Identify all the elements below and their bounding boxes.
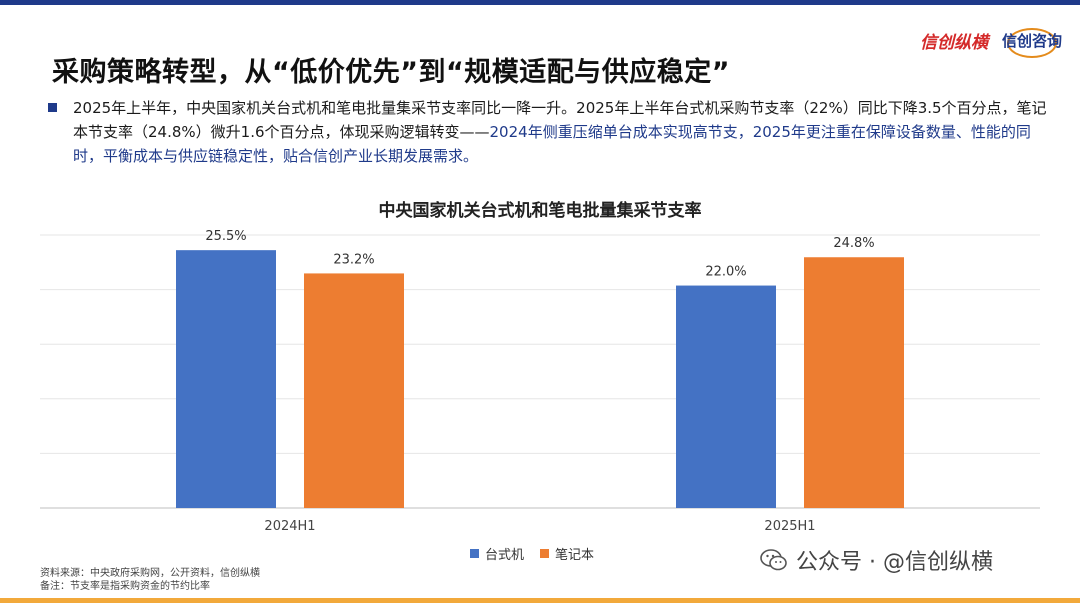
data-label-2024H1-台式机: 25.5%	[205, 229, 246, 244]
summary-text-highlight: 2024年侧重压缩单台成本实现高节支，2025年更注重在保障设备数量、性能的同时…	[73, 123, 1031, 165]
bullet-square-icon	[48, 103, 57, 112]
legend-swatch-desktop	[470, 549, 479, 558]
chart-labels: 25.5% 23.2% 2024H1 22.0% 24.8% 2025H1	[205, 229, 874, 534]
footnotes: 资料来源：中央政府采购网，公开资料，信创纵横 备注：节支率是指采购资金的节约比率	[40, 567, 260, 593]
data-label-2025H1-台式机: 22.0%	[705, 265, 746, 280]
data-label-2024H1-笔记本: 23.2%	[333, 252, 374, 267]
top-accent-bar	[0, 0, 1080, 5]
wechat-icon	[760, 549, 787, 571]
bar-2024H1-台式机	[176, 250, 276, 508]
summary-text: 2025年上半年，中央国家机关台式机和笔电批量集采节支率同比一降一升。2025年…	[73, 96, 1048, 168]
legend-swatch-laptop	[540, 549, 550, 558]
bar-2025H1-台式机	[676, 285, 776, 508]
logo-ring-icon	[1006, 28, 1057, 58]
logo-group: 信创纵横 信创咨询	[919, 28, 1062, 58]
chart-legend: 台式机 笔记本	[470, 544, 594, 563]
data-label-2025H1-笔记本: 24.8%	[833, 236, 874, 251]
bar-2024H1-笔记本	[304, 273, 404, 508]
wechat-watermark: 公众号 · @信创纵横	[760, 544, 993, 576]
legend-label-laptop: 笔记本	[555, 548, 595, 563]
source-note: 资料来源：中央政府采购网，公开资料，信创纵横	[40, 568, 260, 579]
category-label-2025H1: 2025H1	[764, 519, 815, 534]
remark-note: 备注：节支率是指采购资金的节约比率	[40, 581, 210, 592]
xinchuang-zongheng-logo: 信创纵横	[919, 33, 988, 53]
chart-bars	[176, 250, 904, 508]
legend-item-laptop: 笔记本	[540, 544, 594, 563]
legend-label-desktop: 台式机	[485, 548, 525, 563]
logo-2-text: 信创咨询	[1001, 32, 1062, 50]
bottom-accent-bar	[0, 598, 1080, 603]
wechat-label: 公众号 · @信创纵横	[796, 550, 993, 575]
category-label-2024H1: 2024H1	[264, 519, 315, 534]
summary-bullet: 2025年上半年，中央国家机关台式机和笔电批量集采节支率同比一降一升。2025年…	[48, 96, 1048, 168]
chart-title: 中央国家机关台式机和笔电批量集采节支率	[379, 200, 702, 221]
xinchuang-consulting-logo: 信创咨询	[1001, 28, 1062, 58]
legend-item-desktop: 台式机	[470, 544, 524, 563]
summary-text-main: 2025年上半年，中央国家机关台式机和笔电批量集采节支率同比一降一升。2025年…	[73, 99, 1047, 141]
bar-2025H1-笔记本	[804, 257, 904, 508]
page-title: 采购策略转型，从“低价优先”到“规模适配与供应稳定”	[52, 57, 730, 88]
bar-chart: 中央国家机关台式机和笔电批量集采节支率 25.5% 23.2% 2024H1 22.0…	[40, 200, 1040, 534]
